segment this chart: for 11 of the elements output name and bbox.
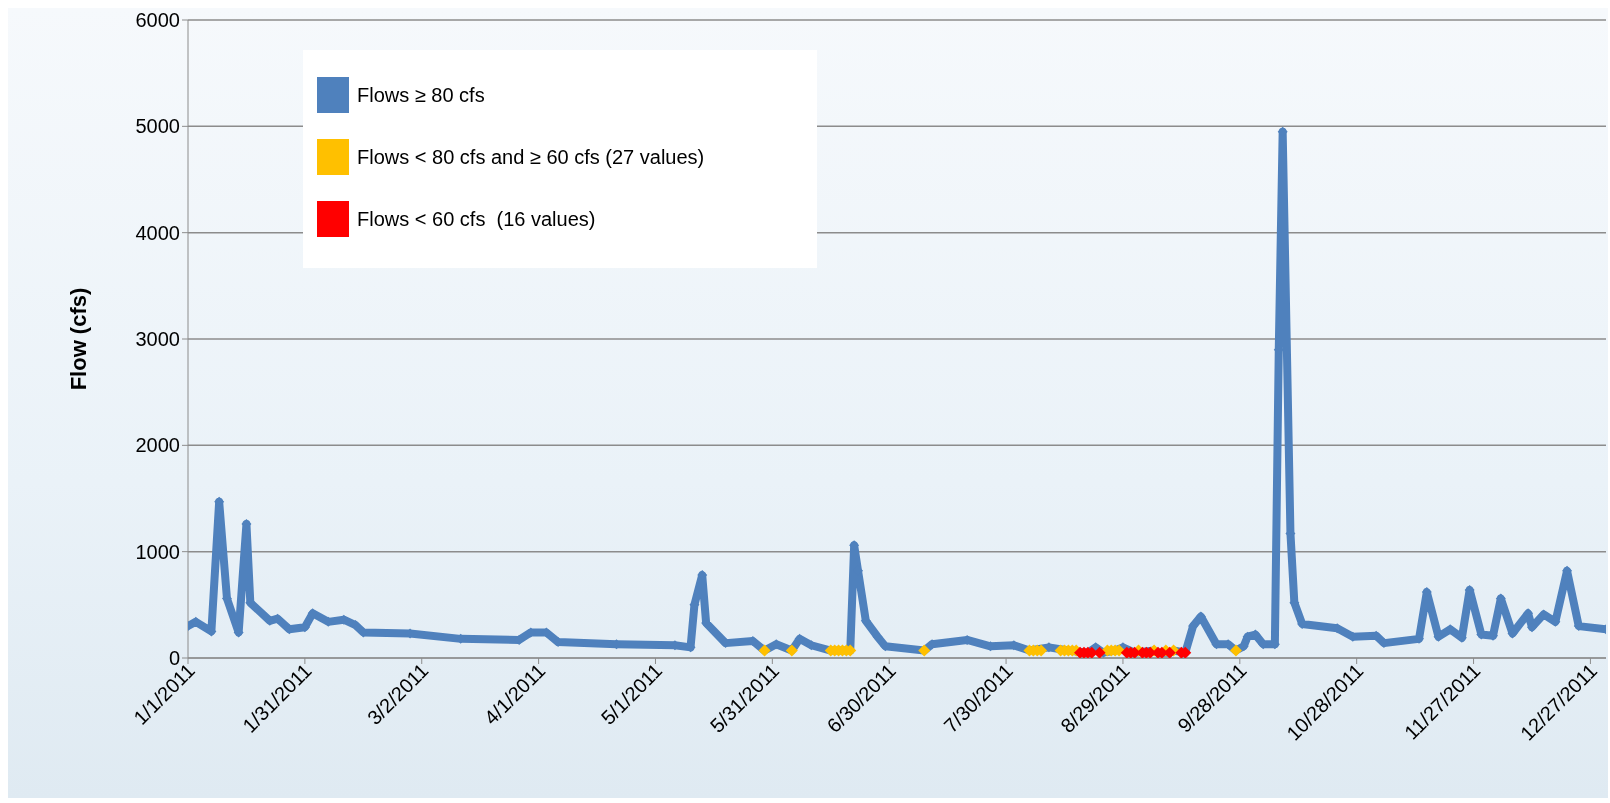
y-tick-label: 1000 xyxy=(135,540,180,563)
y-axis-title: Flow (cfs) xyxy=(65,287,91,391)
y-tick-label: 4000 xyxy=(135,221,180,244)
y-tick-label: 3000 xyxy=(135,328,180,351)
legend-label: Flows < 60 cfs (16 values) xyxy=(357,207,596,231)
y-tick-label: 5000 xyxy=(135,115,180,138)
legend-label: Flows ≥ 80 cfs xyxy=(357,83,485,107)
y-tick-label: 2000 xyxy=(135,434,180,457)
y-tick-label: 6000 xyxy=(135,9,180,32)
y-tick-label: 0 xyxy=(168,647,180,670)
legend-label: Flows < 80 cfs and ≥ 60 cfs (27 values) xyxy=(357,145,705,169)
